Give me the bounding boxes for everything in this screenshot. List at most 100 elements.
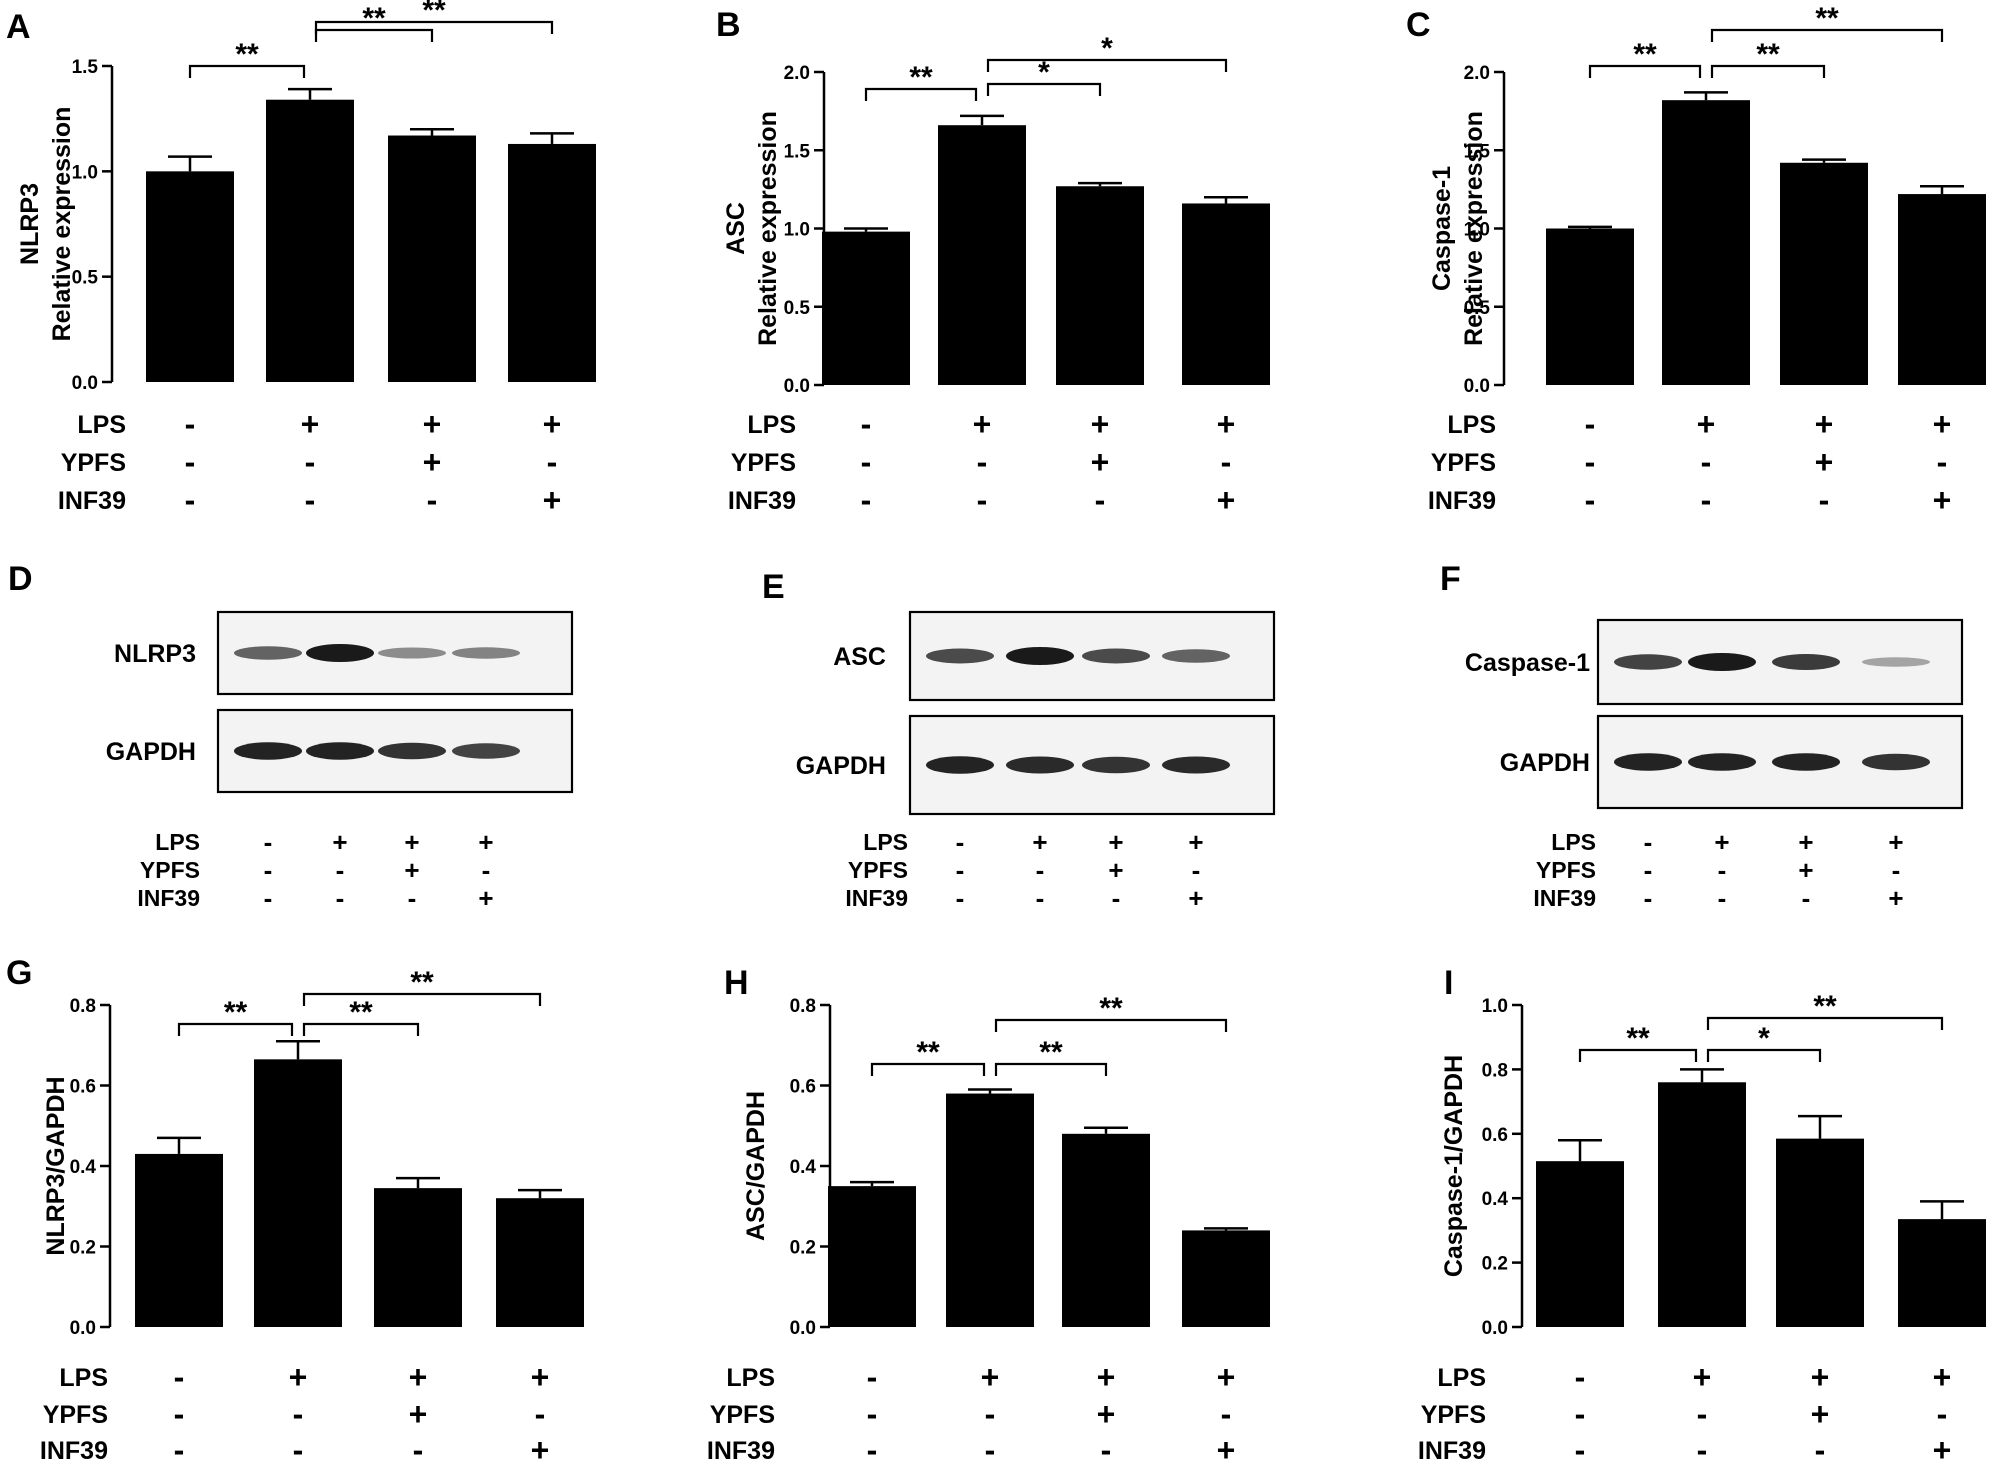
condition-label-a-ypfs: YPFS [61, 449, 126, 477]
y-tick-label-g: 0.6 [70, 1077, 96, 1098]
blot-condition-symbol-e: + [1108, 855, 1123, 885]
sig-bracket-h-3 [994, 1018, 1228, 1032]
sig-label-c-1: ** [1633, 38, 1657, 71]
y-tick-label-i: 0.6 [1482, 1125, 1508, 1146]
condition-symbol-b: - [1221, 444, 1232, 480]
blot-condition-symbol-d: - [336, 883, 345, 913]
y-axis-label-g: NLRP3/GAPDH [42, 1076, 70, 1255]
condition-symbol-h: + [1217, 1359, 1236, 1395]
condition-symbol-c: - [1585, 482, 1596, 518]
sig-bracket-a-3 [314, 20, 554, 34]
panel-letter-g: G [6, 954, 32, 992]
condition-symbol-g: - [174, 1396, 185, 1432]
y-axis-label-line-b: Relative expression [754, 111, 782, 346]
condition-symbol-a: - [185, 406, 196, 442]
blot-condition-symbol-f: + [1714, 827, 1729, 857]
condition-symbol-b: + [1217, 406, 1236, 442]
blot-condition-label-f-inf39: INF39 [1533, 885, 1596, 911]
condition-symbol-g: - [535, 1396, 546, 1432]
y-tick-label-b: 1.0 [784, 220, 810, 241]
blot-band-e-target [1006, 647, 1074, 665]
y-axis-label-line-c: Caspase-1 [1428, 166, 1456, 291]
condition-symbol-h: + [1097, 1359, 1116, 1395]
sig-label-g-1: ** [224, 996, 248, 1029]
sig-bracket-g-1 [177, 1022, 294, 1036]
sig-label-b-1: ** [909, 61, 933, 94]
condition-symbol-g: - [413, 1432, 424, 1468]
condition-label-g-lps: LPS [59, 1364, 108, 1392]
bar-c-2 [1662, 100, 1750, 386]
blot-band-f-loading [1772, 753, 1840, 771]
condition-symbol-b: - [861, 406, 872, 442]
blot-condition-symbol-e: - [1112, 883, 1121, 913]
sig-bracket-g-2 [302, 1022, 420, 1036]
condition-symbol-a: + [423, 406, 442, 442]
blot-condition-symbol-e: - [1036, 855, 1045, 885]
condition-symbol-a: + [543, 406, 562, 442]
condition-symbol-g: + [409, 1359, 428, 1395]
condition-symbol-h: + [1217, 1432, 1236, 1468]
bar-h-3 [1062, 1133, 1150, 1327]
condition-symbol-a: - [547, 444, 558, 480]
sig-label-a-3: ** [422, 0, 446, 27]
condition-symbol-a: - [305, 444, 316, 480]
blot-condition-symbol-d: - [408, 883, 417, 913]
condition-symbol-c: + [1933, 406, 1952, 442]
blot-band-d-loading [378, 742, 446, 760]
condition-symbol-i: - [1575, 1432, 1586, 1468]
blot-band-f-loading [1862, 753, 1930, 771]
blot-condition-label-e-ypfs: YPFS [848, 857, 908, 883]
condition-symbol-i: + [1811, 1396, 1830, 1432]
blot-condition-symbol-d: + [478, 883, 493, 913]
sig-label-b-2: * [1038, 56, 1050, 89]
y-tick-label-h: 0.2 [790, 1238, 816, 1259]
y-tick-label-g: 0.4 [70, 1157, 97, 1178]
condition-symbol-i: + [1693, 1359, 1712, 1395]
condition-label-a-inf39: INF39 [58, 487, 126, 515]
condition-label-b-ypfs: YPFS [731, 449, 796, 477]
sig-label-g-3: ** [410, 966, 434, 999]
y-tick-label-i: 0.2 [1482, 1254, 1508, 1275]
panel-letter-e: E [762, 568, 785, 606]
blot-label-f-loading: GAPDH [1500, 749, 1590, 777]
blot-band-d-loading [452, 743, 520, 759]
blot-condition-symbol-d: + [404, 855, 419, 885]
y-tick-label-b: 2.0 [784, 63, 810, 84]
sig-label-h-3: ** [1099, 992, 1123, 1025]
condition-symbol-c: - [1819, 482, 1830, 518]
blot-band-e-target [1162, 649, 1230, 663]
sig-bracket-h-1 [870, 1062, 986, 1076]
panel-letter-d: D [8, 560, 33, 598]
sig-label-i-1: ** [1626, 1022, 1650, 1055]
condition-label-g-inf39: INF39 [40, 1437, 108, 1465]
blot-band-d-target [378, 647, 446, 659]
blot-condition-symbol-e: + [1032, 827, 1047, 857]
condition-symbol-a: + [423, 444, 442, 480]
condition-label-a-lps: LPS [77, 411, 126, 439]
sig-bracket-c-1 [1588, 64, 1702, 78]
condition-symbol-g: + [409, 1396, 428, 1432]
blot-condition-symbol-f: + [1888, 827, 1903, 857]
bar-b-3 [1056, 186, 1144, 385]
blot-band-f-target [1614, 654, 1682, 670]
blot-band-f-target [1772, 654, 1840, 670]
condition-symbol-g: + [531, 1432, 550, 1468]
blot-condition-symbol-f: + [1798, 855, 1813, 885]
condition-symbol-h: - [1101, 1432, 1112, 1468]
blot-condition-symbol-d: - [264, 855, 273, 885]
bar-i-1 [1536, 1161, 1624, 1327]
y-axis-label-i: Caspase-1/GAPDH [1440, 1055, 1468, 1277]
y-axis-label-line-h: ASC/GAPDH [742, 1091, 770, 1241]
condition-symbol-i: - [1815, 1432, 1826, 1468]
condition-symbol-b: - [977, 444, 988, 480]
bar-a-2 [266, 99, 354, 382]
condition-symbol-c: + [1815, 406, 1834, 442]
y-tick-label-h: 0.8 [790, 996, 816, 1017]
blot-band-d-target [234, 646, 302, 660]
